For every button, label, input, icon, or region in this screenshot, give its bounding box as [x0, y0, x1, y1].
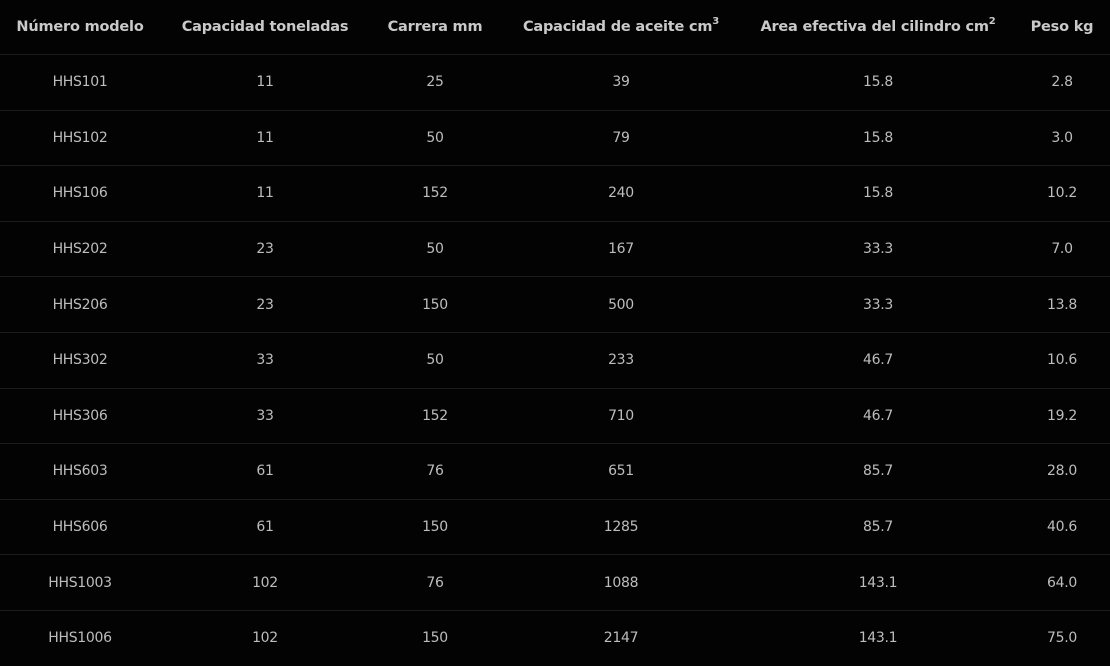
- cell-oil-capacity: 1285: [500, 499, 742, 556]
- table-row: HHS1003 102 76 1088 143.1 64.0: [0, 554, 1110, 611]
- cell-capacity-tons: 61: [160, 499, 370, 556]
- cell-effective-area: 15.8: [742, 110, 1014, 167]
- column-header-label: Carrera mm: [387, 19, 483, 35]
- table-row: HHS106 11 152 240 15.8 10.2: [0, 165, 1110, 222]
- cell-weight-kg: 64.0: [1014, 554, 1110, 611]
- cell-model-number: HHS206: [0, 276, 160, 333]
- cell-stroke-mm: 50: [370, 221, 500, 278]
- cell-stroke-mm: 150: [422, 630, 448, 647]
- column-header-label: Peso kg: [1030, 19, 1094, 35]
- table-row: HHS206 23 150 500 33.3 13.8: [0, 276, 1110, 333]
- cell-oil-capacity: 500: [500, 276, 742, 333]
- cell-stroke-mm: 150: [370, 499, 500, 556]
- cell-capacity-tons: 102: [160, 554, 370, 611]
- cell-oil-capacity: 167: [500, 221, 742, 278]
- column-header-model-number: Número modelo: [0, 0, 160, 55]
- cell-weight-kg: 2.8: [1014, 54, 1110, 111]
- table-row: HHS306 33 152 710 46.7 19.2: [0, 388, 1110, 445]
- cell-effective-area: 33.3: [742, 221, 1014, 278]
- column-header-effective-area: Area efectiva del cilindro cm2: [742, 0, 1014, 55]
- cell-stroke-mm: 150: [370, 276, 500, 333]
- cell-stroke-mm: 50: [370, 332, 500, 389]
- cell-effective-area: 15.8: [742, 54, 1014, 111]
- column-header-capacity-tons: Capacidad toneladas: [160, 0, 370, 55]
- table-row: HHS101 11 25 39 15.8 2.8: [0, 54, 1110, 111]
- column-header-label: Capacidad de aceite cm: [522, 19, 713, 35]
- cell-weight-kg: 7.0: [1014, 221, 1110, 278]
- cell-capacity-tons: 11: [160, 110, 370, 167]
- cell-stroke-mm: 76: [370, 443, 500, 500]
- column-header-oil-capacity: Capacidad de aceite cm3: [500, 0, 742, 55]
- cell-weight-kg: 10.6: [1014, 332, 1110, 389]
- cell-oil-capacity: 710: [500, 388, 742, 445]
- cell-weight-kg: 28.0: [1014, 443, 1110, 500]
- cell-model-number: HHS101: [0, 54, 160, 111]
- cell-capacity-tons: 11: [160, 165, 370, 222]
- header-row: Número modelo Capacidad toneladas Carrera …: [0, 0, 1110, 55]
- table-row: HHS102 11 50 79 15.8 3.0: [0, 110, 1110, 167]
- cell-model-number: HHS603: [0, 443, 160, 500]
- cell-capacity-tons: 33: [160, 388, 370, 445]
- cell-stroke-mm: 50: [370, 110, 500, 167]
- cell-oil-capacity: 2147: [603, 630, 639, 647]
- cell-effective-area: 85.7: [742, 499, 1014, 556]
- table-row: HHS302 33 50 233 46.7 10.6: [0, 332, 1110, 389]
- cell-capacity-tons: 23: [160, 221, 370, 278]
- cell-capacity-tons: 61: [160, 443, 370, 500]
- cell-stroke-mm: 76: [370, 554, 500, 611]
- cell-oil-capacity: 233: [500, 332, 742, 389]
- cell-oil-capacity: 79: [500, 110, 742, 167]
- cell-model-number: HHS106: [0, 165, 160, 222]
- cell-capacity-tons: 11: [160, 54, 370, 111]
- cell-stroke-mm: 152: [370, 165, 500, 222]
- cell-weight-kg: 40.6: [1014, 499, 1110, 556]
- cell-model-number: HHS606: [0, 499, 160, 556]
- cell-effective-area: 143.1: [742, 554, 1014, 611]
- cell-capacity-tons: 33: [160, 332, 370, 389]
- cell-weight-kg: 10.2: [1014, 165, 1110, 222]
- column-header-label: Area efectiva del cilindro cm: [760, 19, 989, 35]
- column-header-label: Capacidad toneladas: [181, 19, 349, 35]
- cell-model-number: HHS1003: [0, 554, 160, 611]
- cell-capacity-tons: 23: [160, 276, 370, 333]
- cell-effective-area: 143.1: [858, 630, 898, 647]
- cell-effective-area: 85.7: [742, 443, 1014, 500]
- cell-effective-area: 33.3: [742, 276, 1014, 333]
- cell-effective-area: 46.7: [742, 332, 1014, 389]
- table-row: HHS202 23 50 167 33.3 7.0: [0, 221, 1110, 278]
- cell-model-number: HHS102: [0, 110, 160, 167]
- column-header-weight-kg: Peso kg: [1014, 0, 1110, 55]
- table-body: HHS101 11 25 39 15.8 2.8 HHS102 11 50 79 15.8 3.0 HH…: [0, 54, 1110, 666]
- unit-exponent: 3: [712, 16, 720, 27]
- cell-oil-capacity: 240: [500, 165, 742, 222]
- cell-model-number: HHS306: [0, 388, 160, 445]
- cell-stroke-mm: 152: [370, 388, 500, 445]
- cell-weight-kg: 13.8: [1014, 276, 1110, 333]
- cell-weight-kg: 75.0: [1047, 630, 1077, 647]
- column-header-label: Número modelo: [16, 19, 144, 35]
- column-header-stroke-mm: Carrera mm: [370, 0, 500, 55]
- cell-weight-kg: 19.2: [1014, 388, 1110, 445]
- cell-stroke-mm: 25: [370, 54, 500, 111]
- cell-effective-area: 15.8: [742, 165, 1014, 222]
- unit-exponent: 2: [988, 16, 996, 27]
- cell-oil-capacity: 1088: [500, 554, 742, 611]
- cell-model-number: HHS202: [0, 221, 160, 278]
- cell-model-number: HHS302: [0, 332, 160, 389]
- table-row: HHS603 61 76 651 85.7 28.0: [0, 443, 1110, 500]
- cell-capacity-tons: 102: [252, 630, 278, 647]
- table-row: HHS1006 102 150 2147 143.1 75.0: [0, 610, 1110, 665]
- cell-effective-area: 46.7: [742, 388, 1014, 445]
- cell-weight-kg: 3.0: [1014, 110, 1110, 167]
- table-row: HHS606 61 150 1285 85.7 40.6: [0, 499, 1110, 556]
- cell-oil-capacity: 39: [500, 54, 742, 111]
- cell-oil-capacity: 651: [500, 443, 742, 500]
- cell-model-number: HHS1006: [48, 630, 112, 647]
